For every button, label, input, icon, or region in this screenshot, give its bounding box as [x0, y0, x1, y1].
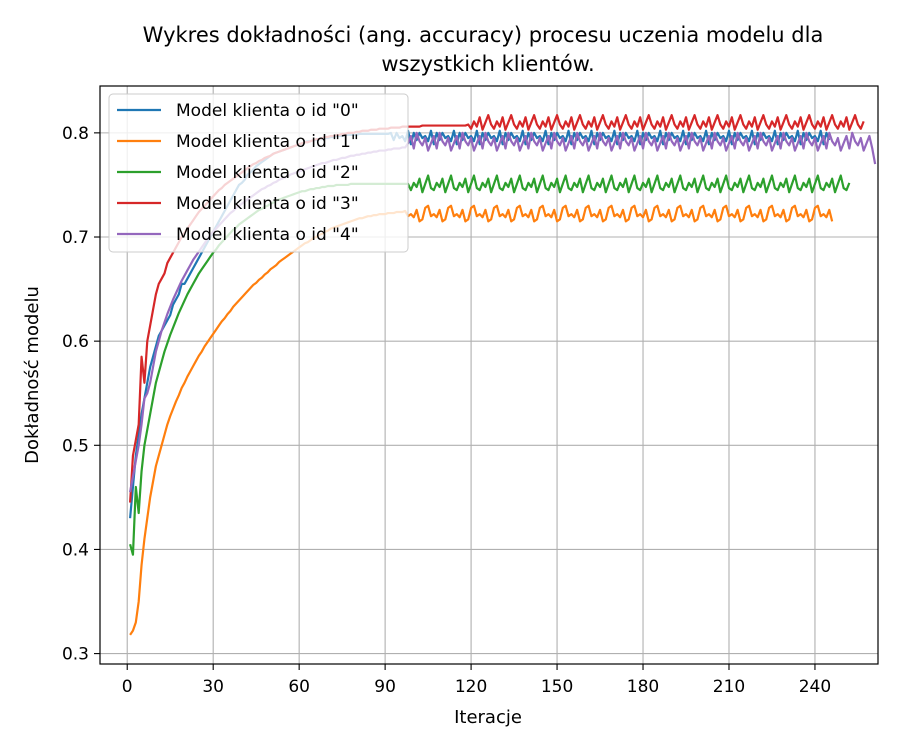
legend-box [108, 93, 409, 253]
y-tick-label: 0.7 [62, 228, 89, 248]
plot-frame [99, 85, 879, 665]
x-tick-label: 210 [713, 677, 745, 697]
x-tick-label: 150 [541, 677, 573, 697]
x-tick-label: 30 [202, 677, 224, 697]
chart-title-line-2: wszystkich klientów. [381, 52, 594, 76]
y-tick-label: 0.4 [62, 540, 89, 560]
x-axis-label: Iteracje [454, 707, 522, 728]
x-tick-label: 90 [374, 677, 396, 697]
y-tick-label: 0.3 [62, 645, 89, 665]
x-tick-label: 0 [122, 677, 133, 697]
legend: Model klienta o id "0" Model klienta o id… [108, 93, 409, 253]
x-tick-label: 120 [455, 677, 487, 697]
x-tick-label: 60 [288, 677, 310, 697]
chart-title-line-1: Wykres dokładności (ang. accuracy) proce… [143, 23, 824, 47]
legend-label-4: Model klienta o id "4" [176, 225, 359, 245]
y-axis-ticks: 0.3 0.4 0.5 0.6 0.7 0.8 [62, 124, 100, 665]
x-axis-ticks: 0 30 60 90 120 150 180 210 240 [122, 664, 831, 697]
y-tick-label: 0.8 [62, 124, 89, 144]
series-line-1 [129, 204, 834, 636]
x-tick-label: 240 [799, 677, 831, 697]
legend-label-2: Model klienta o id "2" [176, 163, 359, 183]
y-tick-label: 0.6 [62, 332, 89, 352]
x-tick-label: 180 [627, 677, 659, 697]
legend-label-3: Model klienta o id "3" [176, 194, 359, 214]
legend-label-0: Model klienta o id "0" [176, 101, 359, 121]
y-tick-label: 0.5 [62, 436, 89, 456]
legend-label-1: Model klienta o id "1" [176, 132, 359, 152]
y-axis-label: Dokładność modelu [22, 286, 43, 464]
